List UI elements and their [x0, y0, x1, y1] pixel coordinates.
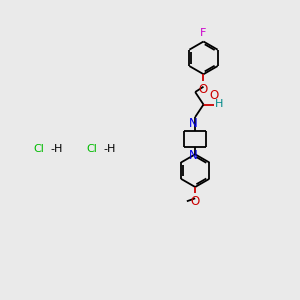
Text: O: O	[209, 89, 219, 102]
Text: F: F	[200, 28, 207, 38]
Text: N: N	[189, 117, 198, 130]
Text: O: O	[199, 83, 208, 96]
Text: H: H	[215, 99, 223, 109]
Text: N: N	[189, 149, 198, 162]
Text: O: O	[190, 195, 200, 208]
Text: -H: -H	[50, 143, 63, 154]
Text: Cl: Cl	[33, 143, 44, 154]
Text: -H: -H	[104, 143, 116, 154]
Text: Cl: Cl	[87, 143, 98, 154]
